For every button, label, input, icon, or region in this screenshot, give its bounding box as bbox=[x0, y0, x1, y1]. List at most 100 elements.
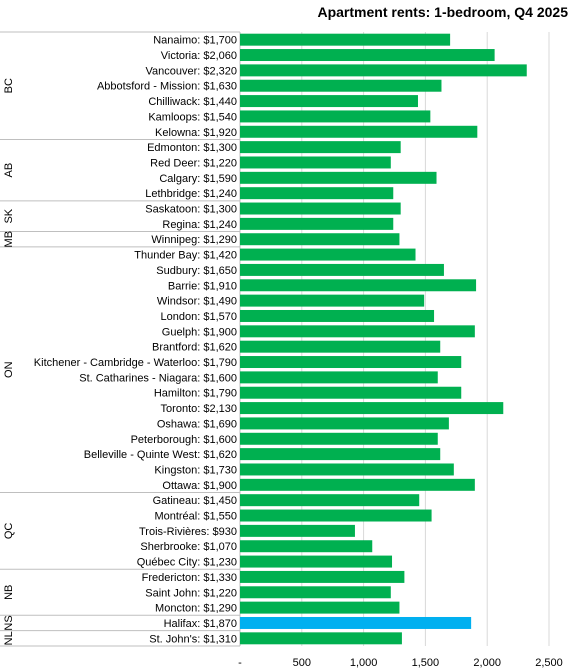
x-axis-ticks: - 500 1,000 1,500 2,000 2,500 bbox=[238, 657, 563, 669]
bar bbox=[240, 294, 425, 307]
chart-title: Apartment rents: 1-bedroom, Q4 2025 bbox=[317, 4, 568, 20]
x-tick-label: 2,000 bbox=[473, 657, 501, 669]
category-label: Nanaimo: $1,700 bbox=[153, 35, 237, 47]
category-label: Kelowna: $1,920 bbox=[155, 127, 237, 139]
category-label: Kingston: $1,730 bbox=[154, 464, 237, 476]
province-label: NL bbox=[3, 631, 15, 645]
category-label: London: $1,570 bbox=[161, 311, 237, 323]
category-label: Chilliwack: $1,440 bbox=[148, 96, 237, 108]
province-label: NS bbox=[3, 615, 15, 630]
category-label: Windsor: $1,490 bbox=[157, 296, 237, 308]
category-label: St. John's: $1,310 bbox=[149, 633, 237, 645]
bar bbox=[240, 586, 391, 599]
bar bbox=[240, 524, 355, 537]
category-label: Edmonton: $1,300 bbox=[147, 142, 237, 154]
category-label: Sherbrooke: $1,070 bbox=[140, 541, 237, 553]
category-label: Saskatoon: $1,300 bbox=[145, 204, 237, 216]
bar bbox=[240, 110, 431, 123]
bar bbox=[240, 95, 418, 108]
bars bbox=[240, 33, 527, 645]
category-label: Winnipeg: $1,290 bbox=[151, 234, 237, 246]
bar bbox=[240, 386, 462, 399]
bar bbox=[240, 171, 437, 184]
category-label: Peterborough: $1,600 bbox=[131, 434, 237, 446]
province-label: MB bbox=[3, 231, 15, 248]
category-label: Fredericton: $1,330 bbox=[142, 572, 237, 584]
province-label: ON bbox=[3, 361, 15, 378]
bar bbox=[240, 325, 475, 338]
category-label: Hamilton: $1,790 bbox=[154, 388, 237, 400]
category-label: Guelph: $1,900 bbox=[162, 326, 237, 338]
bar bbox=[240, 263, 444, 276]
bar bbox=[240, 448, 441, 461]
bar bbox=[240, 356, 462, 369]
category-label: Victoria: $2,060 bbox=[161, 50, 237, 62]
bar bbox=[240, 141, 401, 154]
category-label: Vancouver: $2,320 bbox=[145, 65, 237, 77]
bar bbox=[240, 601, 400, 614]
bar bbox=[240, 309, 435, 322]
bar bbox=[240, 125, 478, 138]
gridlines bbox=[239, 32, 550, 646]
category-label: Thunder Bay: $1,420 bbox=[134, 250, 237, 262]
category-label: Gatineau: $1,450 bbox=[153, 495, 237, 507]
x-tick-label: 2,500 bbox=[535, 657, 563, 669]
province-label: AB bbox=[3, 163, 15, 178]
bar bbox=[240, 402, 504, 415]
bar bbox=[240, 187, 394, 200]
bar bbox=[240, 494, 420, 507]
category-label: Québec City: $1,230 bbox=[137, 557, 237, 569]
province-label: BC bbox=[3, 78, 15, 93]
category-label: Kamloops: $1,540 bbox=[148, 111, 237, 123]
category-label: Barrie: $1,910 bbox=[168, 280, 237, 292]
bar bbox=[240, 616, 472, 629]
category-labels: Nanaimo: $1,700 Victoria: $2,060 Vancouver… bbox=[34, 35, 237, 646]
category-label: Red Deer: $1,220 bbox=[150, 157, 237, 169]
category-label: St. Catharines - Niagara: $1,600 bbox=[79, 372, 237, 384]
bar bbox=[240, 49, 495, 62]
bar bbox=[240, 540, 373, 553]
bar bbox=[240, 340, 441, 353]
category-label: Belleville - Quinte West: $1,620 bbox=[84, 449, 237, 461]
category-label: Halifax: $1,870 bbox=[164, 618, 237, 630]
bar bbox=[240, 64, 527, 77]
category-label: Regina: $1,240 bbox=[162, 219, 237, 231]
category-label: Kitchener - Cambridge - Waterloo: $1,790 bbox=[34, 357, 237, 369]
category-label: Ottawa: $1,900 bbox=[162, 480, 237, 492]
category-label: Montréal: $1,550 bbox=[154, 511, 237, 523]
province-label: QC bbox=[3, 523, 15, 540]
bar bbox=[240, 632, 402, 645]
x-tick-label: 500 bbox=[293, 657, 311, 669]
bar bbox=[240, 233, 400, 246]
province-label: SK bbox=[3, 208, 15, 223]
category-label: Lethbridge: $1,240 bbox=[145, 188, 237, 200]
province-label: NB bbox=[3, 585, 15, 600]
bar bbox=[240, 570, 405, 583]
category-label: Abbotsford - Mission: $1,630 bbox=[97, 81, 237, 93]
bar bbox=[240, 217, 394, 230]
x-tick-label: 1,500 bbox=[412, 657, 440, 669]
bar bbox=[240, 156, 391, 169]
category-label: Toronto: $2,130 bbox=[161, 403, 237, 415]
bar bbox=[240, 248, 416, 261]
bar bbox=[240, 478, 475, 491]
bar bbox=[240, 555, 393, 568]
bar bbox=[240, 33, 451, 46]
x-tick-label: - bbox=[238, 657, 242, 669]
bar bbox=[240, 79, 442, 92]
category-label: Moncton: $1,290 bbox=[155, 603, 237, 615]
bar bbox=[240, 202, 401, 215]
bar bbox=[240, 463, 454, 476]
category-label: Trois-Rivières: $930 bbox=[139, 526, 237, 538]
category-label: Calgary: $1,590 bbox=[159, 173, 237, 185]
bar bbox=[240, 417, 449, 430]
category-label: Sudbury: $1,650 bbox=[156, 265, 237, 277]
bar bbox=[240, 371, 438, 384]
x-tick-label: 1,000 bbox=[350, 657, 378, 669]
bar bbox=[240, 279, 477, 292]
category-label: Brantford: $1,620 bbox=[152, 342, 237, 354]
category-label: Oshawa: $1,690 bbox=[157, 418, 237, 430]
